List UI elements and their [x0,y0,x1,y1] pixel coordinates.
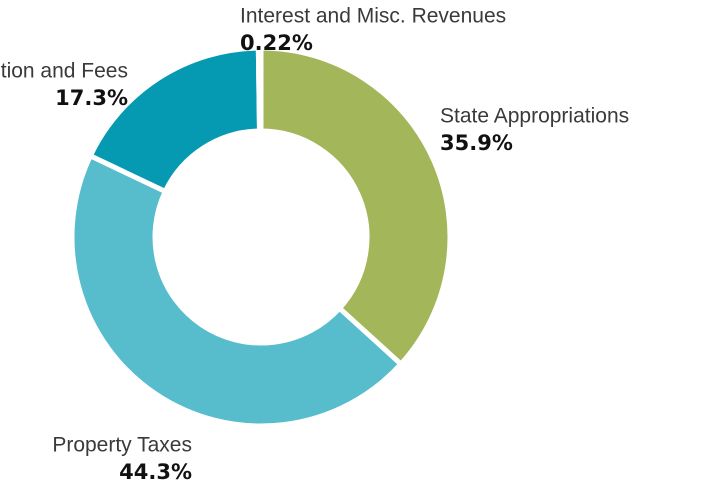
segment-label: Tuition and Fees [0,60,128,83]
donut-segment [69,152,405,429]
donut-segment [87,45,263,195]
segment-label: Property Taxes [52,434,192,457]
segment-label: Interest and Misc. Revenues [240,5,506,28]
segment-value: 0.22% [240,31,313,55]
donut-segment [255,45,264,134]
donut-segment [258,45,453,368]
segment-value: 44.3% [119,460,192,484]
segment-value: 35.9% [440,131,513,155]
segment-label: State Appropriations [440,105,629,128]
segment-value: 17.3% [55,86,128,110]
